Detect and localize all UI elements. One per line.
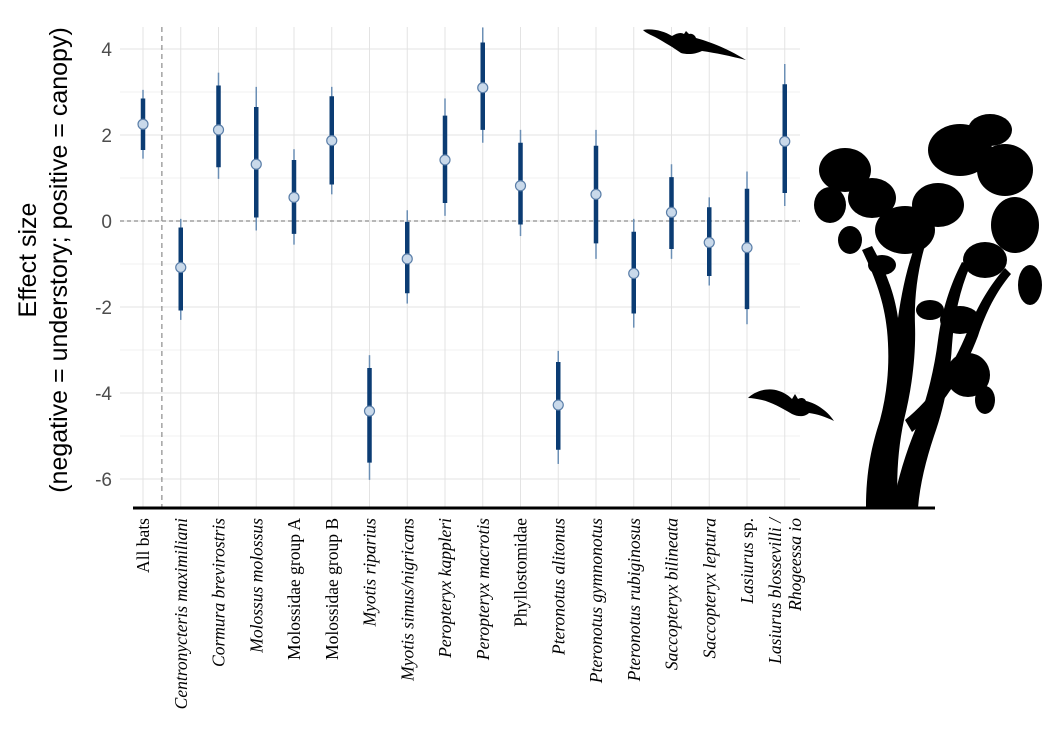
point-estimate bbox=[590, 188, 602, 200]
point-estimate bbox=[288, 191, 300, 203]
bat-silhouette-icon bbox=[748, 389, 834, 421]
x-tick-label: Peropteryx kappleri bbox=[435, 518, 455, 659]
point-estimate bbox=[665, 206, 678, 218]
point-estimate bbox=[439, 154, 451, 166]
y-tick-label: -4 bbox=[95, 384, 112, 405]
y-tick-label: -2 bbox=[95, 298, 112, 319]
point-estimate bbox=[514, 180, 527, 192]
y-tick-labels: 4 2 0 -2 -4 -6 bbox=[95, 40, 112, 491]
data-marks bbox=[137, 27, 791, 480]
bat-silhouette-icon bbox=[643, 29, 746, 60]
x-tick-label: Rhogeessa io bbox=[785, 518, 805, 612]
x-tick-label: All bats bbox=[133, 518, 153, 573]
point-estimate bbox=[250, 158, 262, 170]
x-tick-label: Pteronotus alitonus bbox=[548, 518, 568, 656]
x-tick-labels: All bats Centronycteris maximiliani Cormur… bbox=[133, 516, 805, 709]
point-estimate bbox=[703, 236, 715, 249]
point-estimate bbox=[477, 82, 489, 94]
x-tick-label: Pteronotus rubiginosus bbox=[624, 518, 644, 682]
point-estimate bbox=[401, 253, 413, 265]
y-tick-label: -6 bbox=[95, 470, 112, 491]
point-estimate bbox=[175, 261, 187, 274]
x-tick-label: Molossidae group B bbox=[322, 518, 342, 660]
y-axis-label-line: (negative = understory; positive = canop… bbox=[45, 27, 73, 493]
y-axis-label: Effect size (negative = understory; posit… bbox=[14, 27, 73, 493]
x-tick-label: Lasiurus blossevilli / bbox=[765, 516, 785, 665]
grid bbox=[120, 27, 800, 508]
x-tick-label: Saccopteryx bilineata bbox=[662, 518, 682, 670]
x-tick-label: Pteronotus gymnonotus bbox=[586, 518, 606, 684]
x-tick-label: Saccopteryx leptura bbox=[699, 518, 719, 659]
point-estimate bbox=[326, 134, 338, 147]
x-tick-label: Myotis simus/nigricans bbox=[397, 518, 417, 682]
point-estimate bbox=[741, 242, 753, 254]
x-tick-label: Cormura brevirostris bbox=[209, 518, 229, 667]
point-estimate bbox=[552, 399, 564, 411]
point-estimate bbox=[137, 118, 149, 130]
x-tick-label: Molossus molossus bbox=[246, 518, 266, 654]
x-tick-label: Centronycteris maximiliani bbox=[171, 518, 191, 709]
reference-lines bbox=[120, 27, 800, 508]
x-tick-label: Lasiurus sp. bbox=[737, 518, 757, 605]
point-estimate bbox=[212, 124, 225, 136]
y-tick-label: 2 bbox=[101, 126, 112, 147]
y-tick-label: 4 bbox=[101, 40, 112, 61]
point-estimate bbox=[363, 405, 376, 417]
tree-silhouette-icon bbox=[814, 114, 1042, 508]
x-tick-label: Phyllostomidae bbox=[511, 518, 531, 627]
x-tick-label: Molossidae group A bbox=[284, 518, 304, 660]
y-tick-label: 0 bbox=[101, 212, 112, 233]
point-estimate bbox=[779, 135, 791, 148]
point-estimate bbox=[628, 267, 640, 280]
x-tick-label: Peropteryx macrotis bbox=[473, 518, 493, 661]
x-tick-label: Myotis riparius bbox=[360, 518, 380, 628]
y-axis-label-line: Effect size bbox=[14, 203, 42, 318]
